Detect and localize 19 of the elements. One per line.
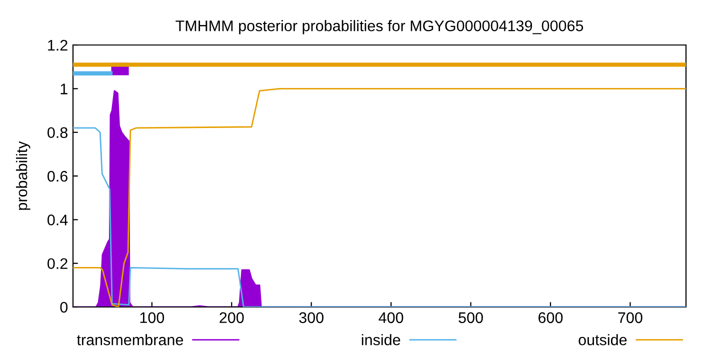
y-tick-label: 0.2 [48, 258, 68, 270]
y-tick-label: 0 [60, 302, 68, 313]
x-tick-label: 400 [378, 312, 404, 324]
y-tick-label: 1 [60, 84, 68, 94]
x-tick-label: 100 [140, 312, 164, 324]
x-tick-label: 500 [458, 312, 483, 324]
y-axis-title: probability [16, 141, 30, 210]
legend-label: outside [578, 334, 627, 346]
x-tick-label: 600 [538, 312, 563, 324]
x-tick-label: 700 [618, 312, 642, 324]
x-tick-label: 200 [220, 312, 244, 324]
x-tick-label: 300 [299, 312, 324, 324]
legend-label: inside [362, 334, 400, 346]
chart-title: TMHMM posterior probabilities for MGYG000004139_00065 [176, 20, 584, 34]
y-tick-label: 1.2 [48, 40, 68, 51]
y-tick-label: 0.4 [48, 214, 68, 226]
y-tick-label: 0.6 [48, 170, 68, 182]
legend-label: transmembrane [76, 334, 184, 346]
y-tick-label: 0.8 [48, 127, 68, 138]
